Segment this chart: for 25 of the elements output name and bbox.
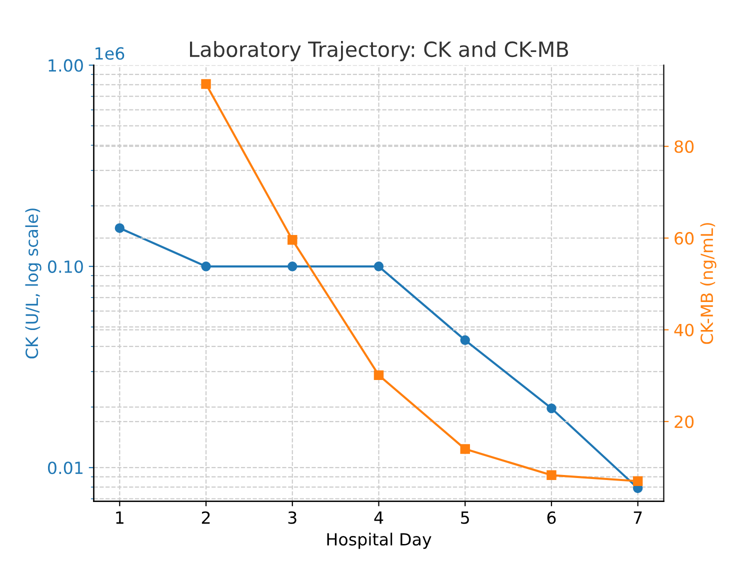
point <box>288 262 298 272</box>
x-axis-title: Hospital Day <box>327 532 432 549</box>
x-tick-label: 5 <box>461 512 469 524</box>
y-tick-label: 1.00 <box>48 59 83 72</box>
y2-axis-title: CK-MB (ng/mL) <box>700 223 716 344</box>
point <box>114 223 125 233</box>
x-tick-label: 1 <box>116 512 124 524</box>
y-tick-label: 0.10 <box>48 260 83 273</box>
x-tick-label: 3 <box>288 511 296 524</box>
chart-title: Laboratory Trajectory: CK and CK-MB <box>190 41 568 62</box>
y2-tick-label: 60 <box>674 232 694 245</box>
y2-tick-label: 20 <box>674 415 694 428</box>
point <box>460 335 470 346</box>
point <box>546 403 556 414</box>
y-tick-label: 0.01 <box>48 462 82 474</box>
y2-tick-label: 40 <box>674 324 694 336</box>
text: 1e6 <box>96 47 124 60</box>
x-tick-label: 6 <box>547 511 556 524</box>
x-tick-label: 2 <box>202 511 210 524</box>
point <box>374 262 384 272</box>
x-tick-label: 7 <box>634 512 642 524</box>
point <box>201 262 211 272</box>
y-axis-title: CK (U/L, log scale) <box>25 208 42 358</box>
x-tick-label: 4 <box>374 512 384 524</box>
y2-tick-label: 80 <box>674 140 694 153</box>
